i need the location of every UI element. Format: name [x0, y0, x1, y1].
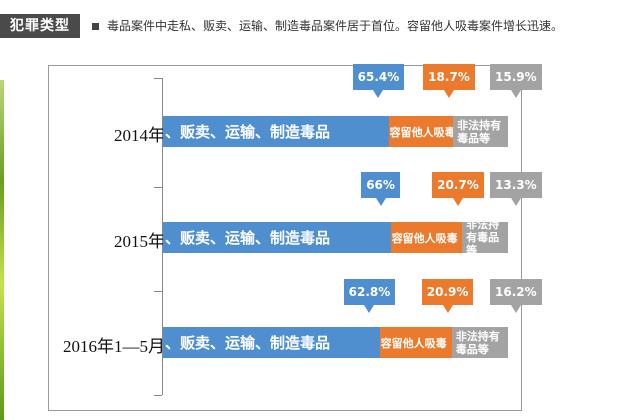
bullet-square-icon — [92, 23, 99, 30]
bar-segment: 、贩卖、运输、制造毒品 — [163, 116, 389, 147]
bar-segment: 容留他人吸毒 — [379, 327, 452, 358]
axis-tick — [154, 78, 162, 79]
bar-segment: 非法持有毒品等 — [453, 116, 508, 147]
axis-tick — [154, 395, 162, 396]
value-callout: 20.7% — [432, 172, 484, 206]
bar-segment: 容留他人吸毒 — [390, 222, 463, 253]
category-label: 2016年1—5月 — [63, 337, 165, 356]
green-decoration-strip — [0, 80, 4, 420]
value-callout: 15.9% — [490, 64, 542, 98]
segment-label: 非法持有毒品等 — [455, 329, 500, 356]
value-callout: 62.8% — [343, 279, 396, 313]
segment-label: 、贩卖、运输、制造毒品 — [165, 123, 331, 141]
value-callout: 18.7% — [423, 64, 475, 98]
segment-label: 、贩卖、运输、制造毒品 — [165, 229, 331, 247]
value-callout: 20.9% — [421, 279, 474, 313]
segment-label: 非法持有毒品等 — [457, 118, 502, 145]
bar-segment: 、贩卖、运输、制造毒品 — [163, 327, 380, 358]
segment-label: 非法持有毒品等 — [466, 222, 500, 253]
segment-label: 容留他人吸毒 — [391, 231, 458, 245]
axis-tick — [154, 291, 162, 292]
bar-segment: 非法持有毒品等 — [451, 327, 508, 358]
summary-note: 毒品案件中走私、贩卖、运输、制造毒品案件居于首位。容留他人吸毒案件增长迅速。 — [92, 17, 563, 34]
value-callout: 16.2% — [490, 279, 542, 313]
bar-segment: 、贩卖、运输、制造毒品 — [163, 222, 391, 253]
bar-row: 、贩卖、运输、制造毒品 容留他人吸毒 非法持有毒品等 — [163, 116, 508, 147]
category-label: 2014年 — [114, 126, 165, 145]
summary-text: 毒品案件中走私、贩卖、运输、制造毒品案件居于首位。容留他人吸毒案件增长迅速。 — [107, 19, 564, 33]
segment-label: 容留他人吸毒 — [389, 125, 454, 139]
category-label: 2015年 — [114, 232, 165, 251]
bar-segment: 非法持有毒品等 — [462, 222, 508, 253]
segment-label: 、贩卖、运输、制造毒品 — [165, 334, 331, 352]
segment-label: 容留他人吸毒 — [380, 336, 447, 350]
axis-tick — [154, 187, 162, 188]
value-callout: 65.4% — [352, 64, 405, 98]
value-callout: 66% — [361, 172, 400, 206]
value-callout: 13.3% — [490, 172, 542, 206]
chart-frame — [48, 65, 522, 411]
section-tag: 犯罪类型 — [0, 14, 80, 38]
axis-line — [162, 78, 163, 395]
bar-row: 、贩卖、运输、制造毒品 容留他人吸毒 非法持有毒品等 — [163, 222, 508, 253]
bar-segment: 容留他人吸毒 — [388, 116, 454, 147]
bar-row: 、贩卖、运输、制造毒品 容留他人吸毒 非法持有毒品等 — [163, 327, 508, 358]
